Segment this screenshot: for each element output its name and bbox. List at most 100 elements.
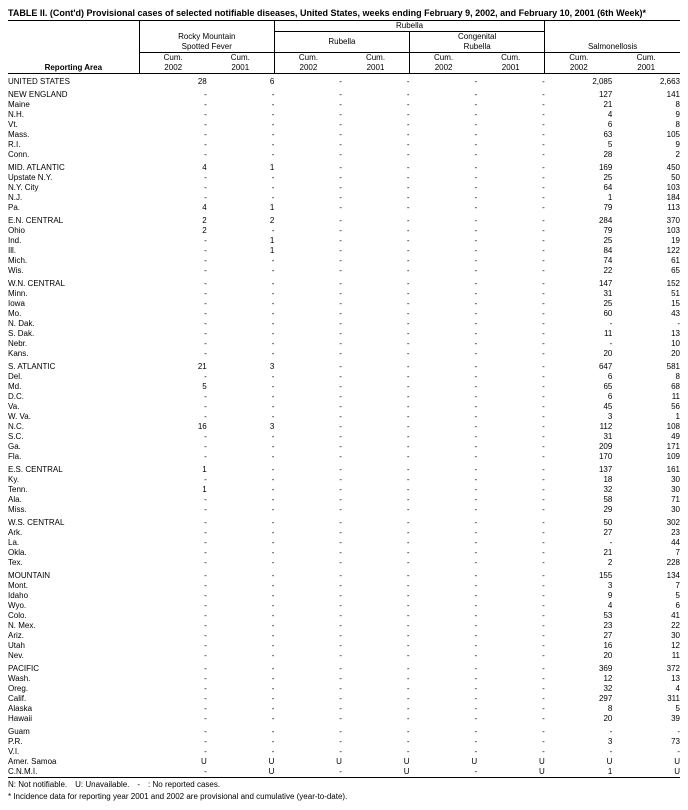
value-cell: 3	[545, 412, 613, 422]
value-cell: -	[477, 442, 545, 452]
value-cell: -	[342, 611, 410, 621]
value-cell: -	[274, 392, 342, 402]
value-cell: 112	[545, 422, 613, 432]
value-cell: -	[410, 130, 478, 140]
table-row: E.N. CENTRAL22----284370	[8, 213, 680, 226]
value-cell: -	[410, 100, 478, 110]
header-rubella-group: Rubella	[274, 21, 544, 32]
value-cell: U	[207, 767, 275, 778]
area-cell: W. Va.	[8, 412, 139, 422]
value-cell: -	[342, 412, 410, 422]
table-row: Va.------4556	[8, 402, 680, 412]
area-cell: Mont.	[8, 581, 139, 591]
area-cell: Ariz.	[8, 631, 139, 641]
value-cell: -	[342, 442, 410, 452]
value-cell: -	[342, 402, 410, 412]
value-cell: -	[342, 724, 410, 737]
area-cell: C.N.M.I.	[8, 767, 139, 778]
area-cell: Maine	[8, 100, 139, 110]
value-cell: -	[274, 601, 342, 611]
value-cell: -	[274, 767, 342, 778]
value-cell: -	[545, 339, 613, 349]
area-cell: N.C.	[8, 422, 139, 432]
value-cell: 53	[545, 611, 613, 621]
value-cell: -	[410, 641, 478, 651]
value-cell: -	[477, 392, 545, 402]
value-cell: -	[139, 289, 207, 299]
value-cell: -	[139, 528, 207, 538]
value-cell: 1	[207, 160, 275, 173]
value-cell: -	[342, 140, 410, 150]
area-cell: La.	[8, 538, 139, 548]
value-cell: -	[207, 120, 275, 130]
value-cell: -	[477, 704, 545, 714]
value-cell: -	[342, 505, 410, 515]
table-row: W. Va.------31	[8, 412, 680, 422]
table-row: W.S. CENTRAL------50302	[8, 515, 680, 528]
value-cell: 581	[612, 359, 680, 372]
value-cell: -	[410, 737, 478, 747]
value-cell: -	[477, 747, 545, 757]
value-cell: -	[342, 289, 410, 299]
value-cell: -	[139, 120, 207, 130]
value-cell: 20	[545, 714, 613, 724]
value-cell: 18	[545, 475, 613, 485]
value-cell: -	[342, 226, 410, 236]
value-cell: -	[410, 452, 478, 462]
table-row: N. Mex.------2322	[8, 621, 680, 631]
value-cell: -	[410, 538, 478, 548]
value-cell: -	[139, 747, 207, 757]
table-row: PACIFIC------369372	[8, 661, 680, 674]
value-cell: -	[207, 339, 275, 349]
value-cell: -	[410, 392, 478, 402]
table-row: Okla.------217	[8, 548, 680, 558]
value-cell: 113	[612, 203, 680, 213]
value-cell: -	[274, 747, 342, 757]
value-cell: -	[342, 256, 410, 266]
value-cell: -	[207, 173, 275, 183]
value-cell: -	[207, 747, 275, 757]
value-cell: -	[274, 475, 342, 485]
value-cell: 16	[139, 422, 207, 432]
value-cell: -	[139, 339, 207, 349]
value-cell: -	[342, 213, 410, 226]
value-cell: 21	[139, 359, 207, 372]
table-row: Guam--------	[8, 724, 680, 737]
value-cell: -	[477, 236, 545, 246]
area-cell: Idaho	[8, 591, 139, 601]
value-cell: -	[274, 339, 342, 349]
value-cell: -	[342, 462, 410, 475]
value-cell: -	[139, 309, 207, 319]
value-cell: 44	[612, 538, 680, 548]
header-cum2002: Cum. 2002	[274, 53, 342, 74]
value-cell: 105	[612, 130, 680, 140]
value-cell: -	[207, 289, 275, 299]
value-cell: -	[410, 568, 478, 581]
value-cell: 25	[545, 173, 613, 183]
value-cell: -	[342, 203, 410, 213]
value-cell: -	[274, 694, 342, 704]
value-cell: -	[139, 621, 207, 631]
value-cell: -	[342, 120, 410, 130]
value-cell: 137	[545, 462, 613, 475]
value-cell: -	[274, 256, 342, 266]
value-cell: -	[342, 601, 410, 611]
value-cell: -	[139, 372, 207, 382]
value-cell: -	[342, 568, 410, 581]
value-cell: 29	[545, 505, 613, 515]
value-cell: -	[342, 74, 410, 88]
value-cell: -	[477, 495, 545, 505]
value-cell: -	[410, 372, 478, 382]
table-row: Mo.------6043	[8, 309, 680, 319]
value-cell: -	[274, 266, 342, 276]
area-cell: Mich.	[8, 256, 139, 266]
value-cell: -	[342, 236, 410, 246]
value-cell: -	[342, 515, 410, 528]
value-cell: -	[477, 120, 545, 130]
header-cum2002: Cum. 2002	[545, 53, 613, 74]
value-cell: -	[342, 392, 410, 402]
value-cell: 2,085	[545, 74, 613, 88]
value-cell: -	[342, 674, 410, 684]
value-cell: -	[342, 704, 410, 714]
value-cell: -	[477, 160, 545, 173]
